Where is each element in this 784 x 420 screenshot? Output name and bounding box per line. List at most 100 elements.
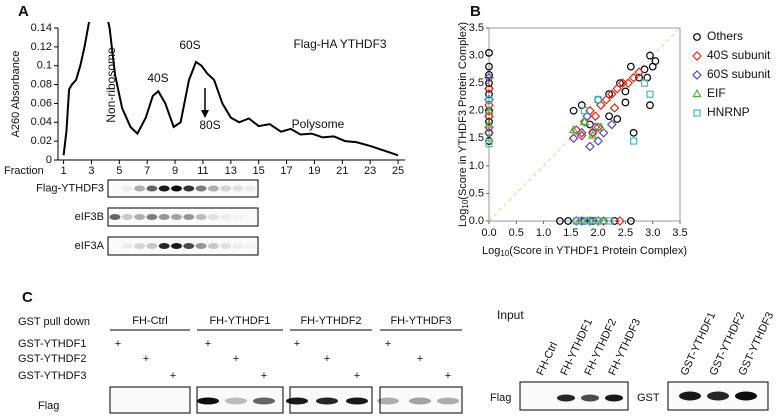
- x-tick-label: 11: [197, 165, 208, 177]
- blot-label: Flag: [38, 400, 59, 412]
- point: [484, 83, 494, 94]
- annotation: Flag-HA YTHDF3: [293, 37, 386, 51]
- legend-label: HNRNP: [707, 105, 750, 119]
- band: [146, 185, 158, 192]
- legend-label: 40S subunit: [707, 48, 771, 62]
- y-tick-label: 1.0: [469, 160, 484, 172]
- point: [640, 79, 649, 87]
- point: [585, 216, 595, 226]
- group-label: FH-YTHDF1: [209, 315, 270, 327]
- point: [572, 217, 580, 225]
- point: [605, 217, 613, 225]
- band: [207, 243, 219, 249]
- point: [646, 51, 654, 60]
- point: [485, 117, 493, 126]
- plus-sign: +: [143, 353, 149, 365]
- point: [628, 72, 639, 83]
- axis-title-part: (Score in YTHDF3 Protein Complex): [457, 22, 469, 200]
- band: [183, 185, 195, 192]
- y-tick-label: 0.14: [31, 22, 52, 34]
- point: [485, 96, 493, 104]
- point: [640, 65, 649, 74]
- point: [606, 89, 617, 100]
- legend-label: 60S subunit: [707, 67, 771, 81]
- axis-title-part: Log: [457, 209, 469, 227]
- legend-marker: [692, 88, 702, 98]
- point: [598, 215, 609, 225]
- x-tick-label: 25: [392, 165, 404, 177]
- band: [134, 214, 146, 220]
- x-tick-label: 2.0: [590, 227, 605, 239]
- band: [121, 185, 133, 192]
- point: [606, 119, 617, 130]
- x-tick-label: 0.0: [481, 227, 496, 239]
- point: [484, 119, 494, 128]
- blot: [109, 386, 191, 414]
- annotation: Polysome: [292, 117, 345, 131]
- band: [253, 397, 275, 405]
- group-label: FH-YTHDF3: [390, 315, 451, 327]
- plus-sign: +: [324, 353, 330, 365]
- blot-label: Flag-YTHDF3: [36, 182, 104, 194]
- point: [646, 90, 654, 98]
- point: [485, 62, 493, 71]
- x-tick-label: 13: [225, 165, 237, 177]
- band: [197, 397, 219, 405]
- axis-title: Log10(Score in YTHDF3 Protein Complex): [457, 22, 470, 227]
- annotation: 60S: [179, 38, 200, 52]
- axis-title-sub: 10: [500, 249, 509, 258]
- input-label: Input: [497, 308, 524, 322]
- point: [598, 127, 609, 138]
- band: [158, 185, 170, 192]
- x-tick-label: 21: [336, 165, 348, 177]
- band: [195, 185, 207, 192]
- band: [346, 397, 368, 405]
- band: [121, 243, 133, 249]
- point: [484, 72, 494, 83]
- panel-label: B: [470, 3, 481, 20]
- plus-sign: +: [294, 338, 300, 350]
- point: [593, 122, 603, 133]
- y-tick-label: 2.5: [469, 77, 484, 89]
- band: [557, 394, 575, 402]
- point: [635, 73, 643, 82]
- point: [485, 48, 493, 57]
- blot-label: Flag: [490, 392, 511, 404]
- point: [485, 79, 493, 88]
- legend-label: EIF: [707, 86, 726, 100]
- y-tick-label: 0.04: [31, 116, 52, 128]
- y-tick-label: 0.1: [37, 60, 52, 72]
- point: [626, 62, 635, 71]
- band: [316, 397, 338, 405]
- pulldown-label: GST pull down: [18, 316, 90, 328]
- point: [616, 79, 624, 88]
- blot-label: eIF3B: [75, 211, 104, 223]
- axis-title: Log10(Score in YTHDF1 Protein Complex): [482, 245, 687, 258]
- band: [244, 185, 256, 192]
- band: [286, 397, 308, 405]
- row-label: GST-YTHDF2: [18, 353, 86, 365]
- x-tick-label: 1.5: [563, 227, 578, 239]
- panel-label: C: [22, 289, 33, 306]
- point: [612, 83, 623, 94]
- y-tick-label: 0.5: [469, 187, 484, 199]
- plus-sign: +: [205, 338, 211, 350]
- band: [183, 214, 195, 220]
- legend-marker: [693, 33, 701, 41]
- x-tick-label: 2.5: [618, 227, 633, 239]
- band: [207, 185, 219, 192]
- plus-sign: +: [417, 353, 423, 365]
- x-tick-label: 0.5: [509, 227, 524, 239]
- band: [220, 185, 232, 192]
- band: [146, 214, 158, 220]
- y-tick-label: 0: [46, 154, 52, 166]
- point: [605, 90, 613, 99]
- blot-label: eIF3A: [75, 240, 105, 252]
- point: [605, 112, 613, 121]
- y-tick-label: 2.0: [469, 105, 484, 117]
- x-tick-label: 7: [144, 165, 150, 177]
- axis-title-part: Log: [482, 245, 500, 257]
- band: [233, 214, 244, 220]
- point: [590, 111, 601, 122]
- band: [109, 214, 121, 220]
